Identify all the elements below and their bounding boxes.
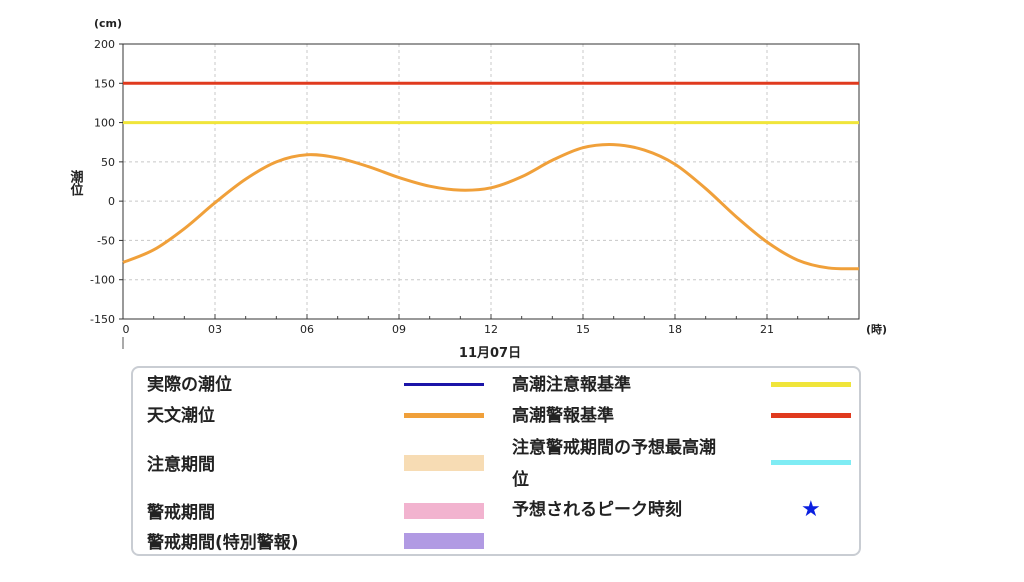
legend-swatch-caution-period xyxy=(404,455,484,471)
legend-label-forecast-max-tide-line1: 注意警戒期間の予想最高潮 xyxy=(512,438,716,458)
y-tick-label: 0 xyxy=(108,195,115,208)
tide-chart: (cm) 潮位 (時) 11月07日 200150100500-50-100-1… xyxy=(68,17,888,361)
legend-swatch-special-warning-period xyxy=(404,533,484,549)
y-tick-label: 200 xyxy=(94,38,115,51)
legend-swatch-storm-surge-advisory-level xyxy=(771,382,851,387)
x-tick-label: 0 xyxy=(123,323,130,336)
series-line-astronomical-tide xyxy=(122,142,860,271)
date-label: 11月07日 xyxy=(459,346,521,361)
legend-swatch-storm-surge-warning-level xyxy=(771,413,851,418)
legend-swatch-warning-period xyxy=(404,503,484,519)
plot-area: 200 150 100 50 0 -50 -100 -150 0 03 06 09 12 15 18 21 xyxy=(90,38,860,349)
x-tick-label: 18 xyxy=(668,323,682,336)
y-tick-label: -50 xyxy=(97,234,115,247)
star-icon: ★ xyxy=(801,497,821,522)
x-tick-label: 06 xyxy=(300,323,314,336)
legend-swatch-astronomical-tide xyxy=(404,413,484,418)
legend-swatch-actual-tide xyxy=(404,383,484,386)
legend-label-predicted-peak-time: 予想されるピーク時刻 xyxy=(512,500,682,520)
legend-label-warning-period: 警戒期間 xyxy=(147,503,215,523)
legend-label-forecast-max-tide-line2: 位 xyxy=(512,470,529,490)
x-tick-label: 15 xyxy=(576,323,590,336)
y-unit-label: (cm) xyxy=(94,17,122,30)
y-tick-label: 100 xyxy=(94,117,115,130)
legend-swatch-forecast-max-tide xyxy=(771,460,851,465)
legend-label-caution-period: 注意期間 xyxy=(147,455,215,475)
x-unit-label: (時) xyxy=(866,322,887,336)
y-tick-label: 150 xyxy=(94,77,115,90)
x-tick-label: 09 xyxy=(392,323,406,336)
x-tick-label: 12 xyxy=(484,323,498,336)
y-tick-label: 50 xyxy=(101,156,115,169)
y-tick-label: -150 xyxy=(90,313,115,326)
plot-background xyxy=(123,44,859,319)
y-tick-label: -100 xyxy=(90,274,115,287)
plot-frame xyxy=(122,43,860,320)
legend: 実際の潮位 天文潮位 注意期間 警戒期間 警戒期間(特別警報) 高潮注意報基準 … xyxy=(131,366,861,556)
y-axis-label: 潮位 xyxy=(68,169,84,197)
legend-label-storm-surge-advisory-level: 高潮注意報基準 xyxy=(512,375,631,395)
x-tick-label: 21 xyxy=(760,323,774,336)
legend-label-astronomical-tide: 天文潮位 xyxy=(147,406,215,426)
legend-label-storm-surge-warning-level: 高潮警報基準 xyxy=(512,406,614,426)
x-tick-label: 03 xyxy=(208,323,222,336)
legend-label-actual-tide: 実際の潮位 xyxy=(147,375,232,395)
legend-label-special-warning-period: 警戒期間(特別警報) xyxy=(147,533,299,553)
